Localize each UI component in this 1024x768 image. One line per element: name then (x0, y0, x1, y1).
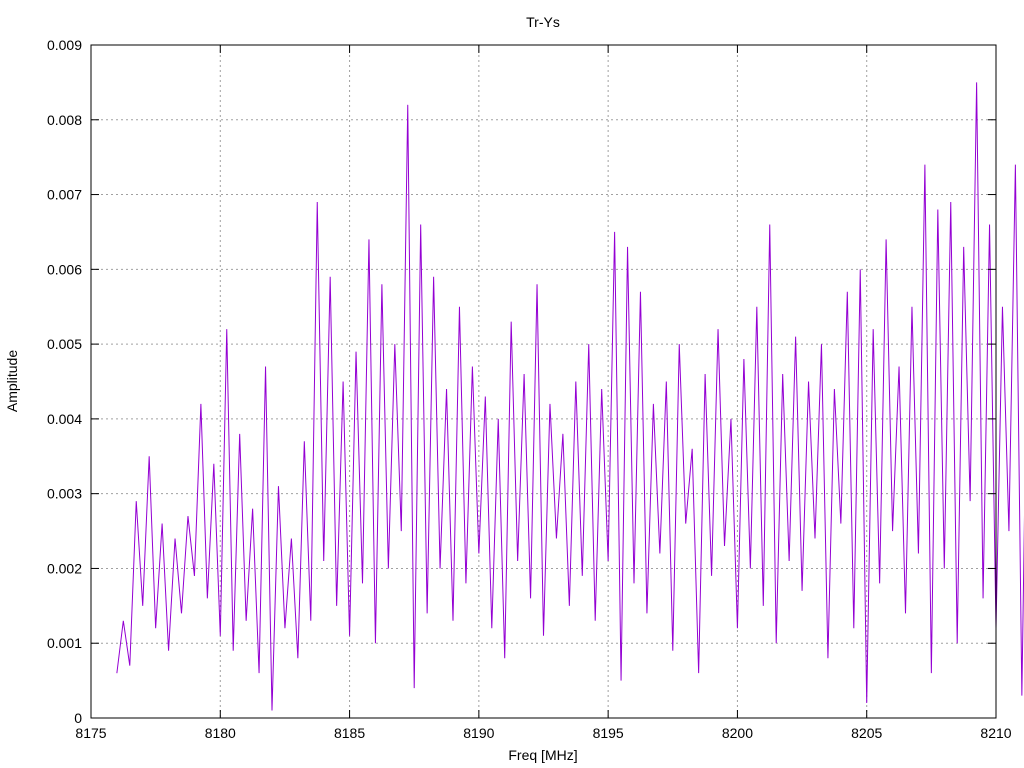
grid (91, 45, 996, 718)
y-axis-title: Amplitude (4, 350, 20, 412)
y-tick-label: 0.004 (47, 411, 82, 427)
y-tick-label: 0.002 (47, 560, 82, 576)
y-tick-label: 0.008 (47, 112, 82, 128)
y-tick-labels: 0 0.001 0.002 0.003 0.004 0.005 0.006 0.007 0.00… (47, 37, 82, 726)
y-tick-label: 0.006 (47, 261, 82, 277)
series-layer (116, 82, 1024, 711)
x-tick-label: 8195 (593, 725, 624, 741)
y-tick-label: 0.009 (47, 37, 82, 53)
x-tick-labels: 8175 8180 8185 8190 8195 8200 8205 8210 (75, 725, 1011, 741)
plot-frame (90, 44, 997, 719)
y-tick-label: 0.005 (47, 336, 82, 352)
x-tick-label: 8205 (851, 725, 882, 741)
y-tick-label: 0.003 (47, 486, 82, 502)
x-tick-label: 8185 (334, 725, 365, 741)
x-tick-label: 8175 (75, 725, 106, 741)
y-tick-label: 0 (74, 710, 82, 726)
y-tick-label: 0.001 (47, 635, 82, 651)
x-tick-label: 8210 (980, 725, 1011, 741)
chart-title: Tr-Ys (526, 14, 560, 30)
x-tick-label: 8190 (463, 725, 494, 741)
x-tick-label: 8180 (205, 725, 236, 741)
x-axis-title: Freq [MHz] (508, 747, 577, 763)
series-line (116, 82, 1024, 711)
tick-marks (90, 44, 997, 719)
x-tick-label: 8200 (722, 725, 753, 741)
y-tick-label: 0.007 (47, 187, 82, 203)
